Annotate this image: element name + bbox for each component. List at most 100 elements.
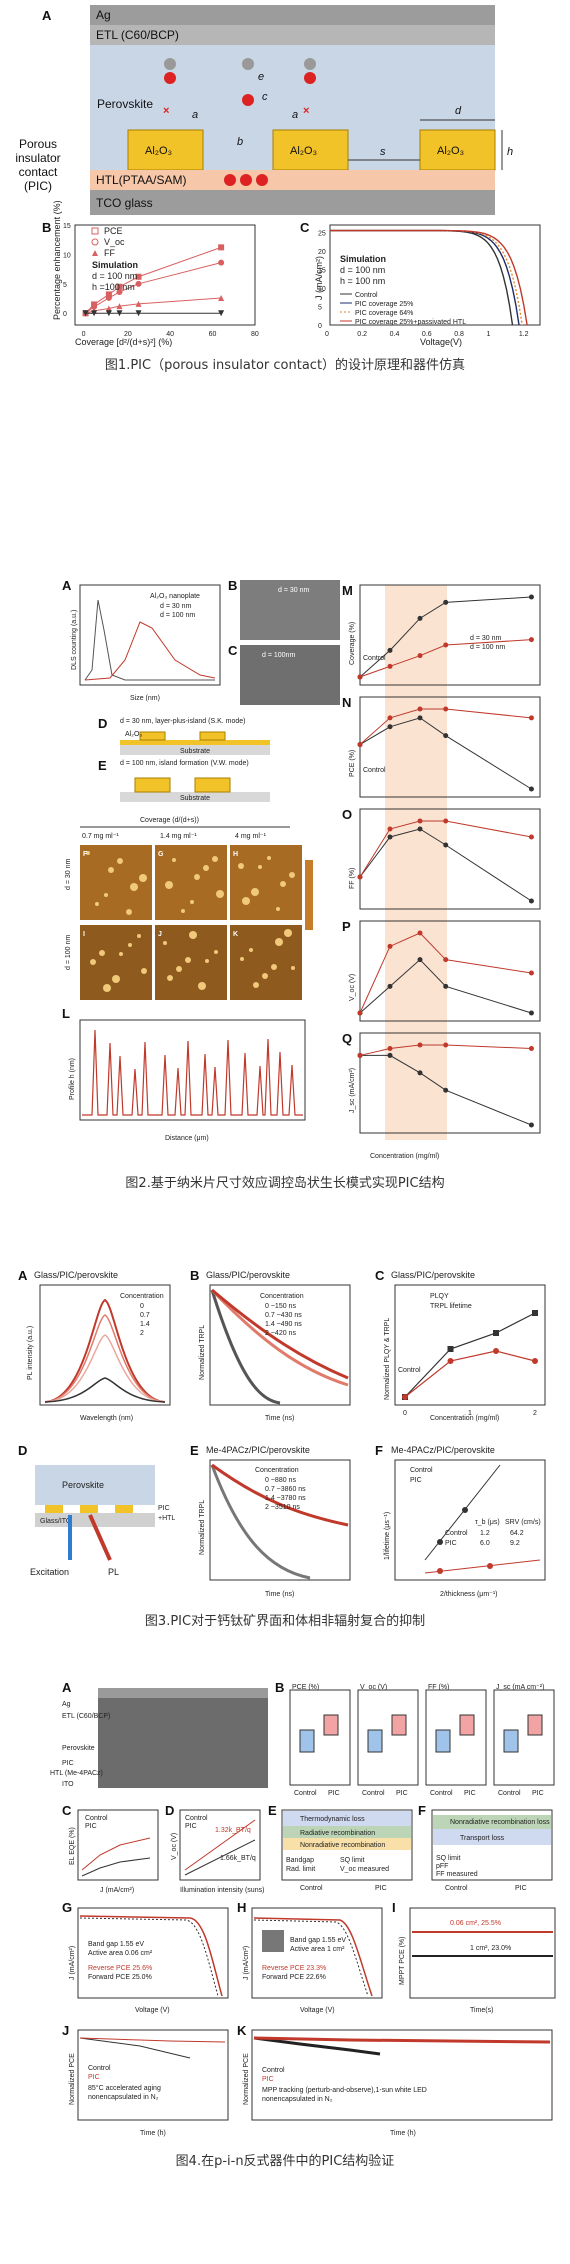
panel-c2-label: C	[228, 643, 238, 658]
a4-layer-etl: ETL (C60/BCP)	[62, 1713, 110, 1720]
afm-grain	[126, 909, 132, 915]
pl-curve-1-4	[44, 1314, 166, 1403]
afm-grain	[117, 858, 123, 864]
afm-grain	[253, 982, 259, 988]
e3-xlabel: Time (ns)	[265, 1591, 294, 1598]
g4-forward-curve	[79, 1917, 219, 1997]
k4-frame	[251, 2029, 553, 2121]
right-xlabel: Concentration (mg/ml)	[370, 1153, 439, 1160]
afm-label-K: K	[233, 931, 238, 938]
panel-O-point	[417, 818, 423, 824]
panel-P-point	[528, 1010, 534, 1016]
panel-N-point	[387, 715, 393, 721]
chart-b-point	[218, 310, 225, 317]
i4-xlabel: Time(s)	[470, 2007, 493, 2014]
panel-N-control: Control	[363, 767, 386, 774]
e4-band-rad	[283, 1826, 411, 1838]
h4-reverse-curve	[253, 1917, 373, 1997]
panel-l2-label: L	[62, 1006, 70, 1021]
highlight-band	[385, 585, 447, 1140]
al2o3-block-1	[127, 129, 204, 171]
dls-legend-30: d = 30 nm	[160, 603, 191, 610]
panel-O-point	[443, 842, 449, 848]
box-frame-3	[493, 1689, 555, 1786]
e4-group-pic: PIC	[375, 1885, 387, 1892]
panel-c-label: C	[300, 220, 310, 235]
afm-grain	[104, 893, 108, 897]
afm-grain	[99, 950, 105, 956]
d3-excitation: Excitation	[30, 1567, 69, 1577]
panel-O-point	[387, 834, 393, 840]
sem-tag-100: d = 100nm	[262, 652, 295, 659]
box-pic-0	[323, 1714, 339, 1736]
panel-O-ylabel: FF (%)	[349, 868, 356, 889]
f4-legend-3: FF measured	[436, 1871, 478, 1878]
c-legend-control: Control	[355, 292, 378, 299]
chart-b-point	[82, 310, 89, 317]
box-frame-2	[425, 1689, 487, 1786]
panel-M-point	[387, 663, 393, 669]
panel-c4-label: C	[62, 1803, 72, 1818]
box-label-pic: PIC	[532, 1790, 544, 1797]
d3-perovskite-label: Perovskite	[62, 1480, 104, 1490]
afm-grain	[205, 959, 209, 963]
j4-legend-pic: PIC	[88, 2074, 100, 2081]
c-dim-label: c	[262, 91, 268, 103]
j4-frame	[77, 2029, 229, 2121]
chart-b-xtick: 80	[251, 331, 259, 338]
k4-annot-2: nonencapsulated in N₂	[262, 2096, 333, 2103]
charge-minus-1	[164, 58, 176, 70]
h4-legend-reverse: Reverse PCE 23.3%	[262, 1965, 326, 1972]
charge-plus-3	[304, 72, 316, 84]
box-control-1	[367, 1729, 383, 1753]
c-legend-64: PIC coverage 64%	[355, 310, 413, 317]
panel-N-point	[443, 733, 449, 739]
panel-e2-title: d = 100 nm, island formation (V.W. mode)	[120, 760, 249, 767]
chart-c-xtick: 0	[325, 331, 329, 338]
figure-1: A Ag ETL (C60/BCP) Perovskite Al₂O₃ Al₂O…	[0, 0, 570, 380]
c3-legend-trpl: TRPL lifetime	[430, 1303, 472, 1310]
panel-O-point	[387, 826, 393, 832]
chart-c-curve-3	[330, 229, 528, 326]
chart-3c-xtick: 1	[468, 1410, 472, 1417]
i4-ylabel: MPPT PCE (%)	[399, 1937, 406, 1986]
f4-legend-1: SQ limit	[436, 1855, 461, 1862]
panel-b2-label: B	[228, 578, 237, 593]
chart-b-point	[218, 244, 225, 251]
trpl-curve-07	[210, 1288, 349, 1387]
chart-c: 0 0.2 0.4 0.6 0.8 1 1.2 0 5 10 15 20 25	[318, 224, 541, 338]
k4-annot-1: MPP tracking (perturb-and-observe),1-sun…	[262, 2087, 427, 2094]
chart-b-ytick: 10	[63, 252, 71, 259]
e4-group-control: Control	[300, 1885, 323, 1892]
row-label-100: d = 100 nm	[65, 935, 72, 970]
panel-N-point	[528, 715, 534, 721]
afm-grain	[216, 890, 224, 898]
htl-layer	[90, 170, 495, 190]
k4-control-curve	[253, 2036, 381, 2056]
afm-grain	[194, 874, 200, 880]
c4-control-curve	[81, 1857, 151, 1877]
f3-legend-control: Control	[410, 1467, 433, 1474]
panel-e2-label: E	[98, 758, 107, 773]
c-legend-passivated: PIC coverage 25%+passivated HTL	[355, 319, 466, 326]
charge-minus-3	[304, 58, 316, 70]
electron-label: e	[258, 71, 264, 83]
d4-annot-1: 1.32k_BT/q	[215, 1827, 251, 1834]
panel-M-point	[417, 615, 423, 621]
panel-b4-label: B	[275, 1680, 284, 1695]
e3-legend-1: 0.7 ~3860 ns	[265, 1486, 306, 1493]
chart-c-ytick: 20	[318, 249, 326, 256]
panel-e3-label: E	[190, 1443, 199, 1458]
chart-b-point	[135, 310, 142, 317]
afm-grain	[189, 931, 197, 939]
panel-M-point	[443, 642, 449, 648]
dls-curve-30nm	[84, 599, 215, 681]
chart-c-xtick: 1	[487, 331, 491, 338]
box-pic-3	[527, 1714, 543, 1736]
g4-legend-forward: Forward PCE 25.0%	[88, 1974, 152, 1981]
panel-M-point	[387, 647, 393, 653]
f3-legend-pic: PIC	[410, 1477, 422, 1484]
panel-M-point	[528, 637, 534, 643]
panel-a2-label: A	[62, 578, 72, 593]
al2o3-label-3: Al₂O₃	[437, 145, 464, 157]
